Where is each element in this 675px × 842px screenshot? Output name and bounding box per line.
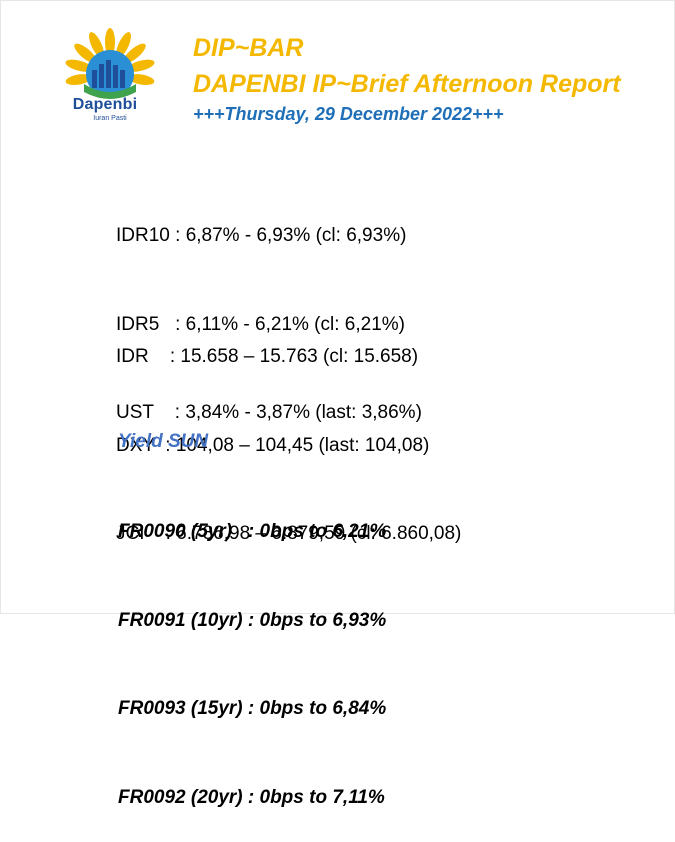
- report-date: +++Thursday, 29 December 2022+++: [193, 104, 504, 124]
- rate-row-idr5: IDR5 : 6,11% - 6,21% (cl: 6,21%): [116, 313, 405, 335]
- rate-row-jci: JCI : 6.786,98 – 6.879,59 (cl: 6.860,08): [116, 523, 462, 544]
- bond-yields-section: IDR10 : 6,87% - 6,93% (cl: 6,93%) IDR5 :…: [116, 162, 422, 457]
- rate-row-dxy: DXY : 104,08 – 104,45 (last: 104,08): [116, 434, 430, 456]
- report-subtitle: DAPENBI IP~Brief Afternoon Report: [193, 70, 621, 98]
- yield-sun-heading: Yield SUN: [118, 431, 209, 452]
- yield-row-fr0092: FR0092 (20yr) : 0bps to 7,11%: [118, 786, 385, 808]
- yield-row-fr0091: FR0091 (10yr) : 0bps to 6,93%: [118, 609, 387, 631]
- dapenbi-logo: [65, 28, 155, 99]
- yield-row-fr0090: FR0090 (5yr) : 0bps to 6,21%: [118, 521, 387, 542]
- rate-row-idr: IDR : 15.658 – 15.763 (cl: 15.658): [116, 346, 419, 367]
- market-indicators-section: IDR : 15.658 – 15.763 (cl: 15.658) DXY :…: [116, 283, 461, 578]
- rate-row-ust: UST : 3,84% - 3,87% (last: 3,86%): [116, 402, 422, 423]
- rate-row-idr10: IDR10 : 6,87% - 6,93% (cl: 6,93%): [116, 225, 407, 246]
- logo-tagline: Iuran Pasti: [93, 115, 127, 122]
- report-title: DIP~BAR: [193, 34, 304, 62]
- yield-sun-list: FR0090 (5yr) : 0bps to 6,21% FR0091 (10y…: [118, 458, 386, 842]
- logo-wordmark: Dapenbi: [72, 96, 138, 113]
- yield-row-fr0093: FR0093 (15yr) : 0bps to 6,84%: [118, 698, 387, 719]
